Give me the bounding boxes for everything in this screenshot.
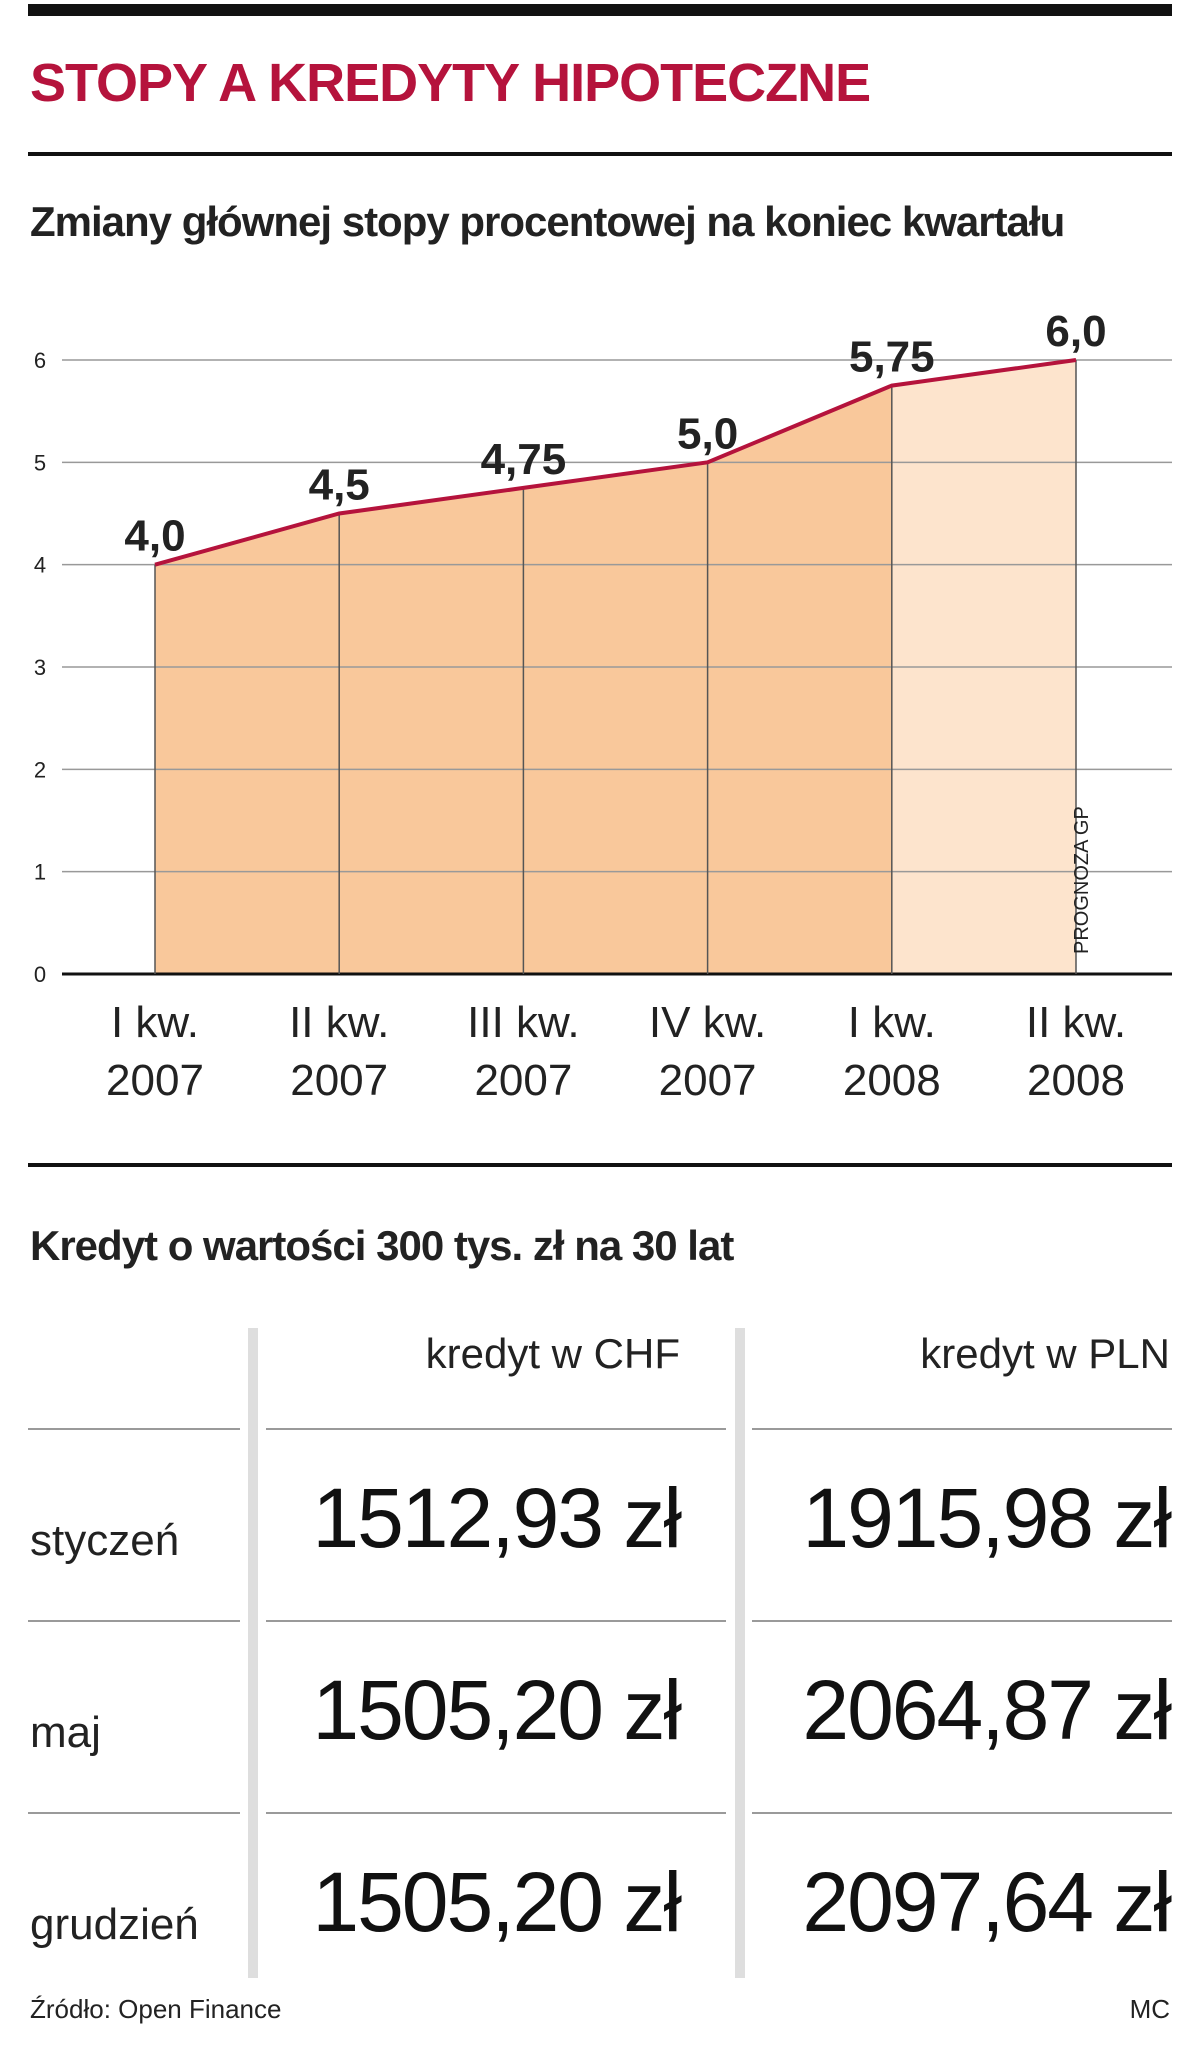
table-title: Kredyt o wartości 300 tys. zł na 30 lat [30,1222,734,1269]
value-label: 4,5 [309,461,370,510]
row-rule [266,1620,726,1622]
value-label: 6,0 [1045,307,1106,356]
row-label: styczeń [30,1516,180,1565]
x-tick-label: II kw. 2008 [1025,998,1127,1105]
y-tick-label: 3 [34,655,46,680]
column-header: kredyt w PLN [920,1330,1170,1377]
y-tick-label: 6 [34,348,46,373]
rule [28,152,1172,156]
chart: 0 1 2 3 4 5 6 4,0 4,5 4,75 5,0 5,75 6,0 PROGNOZA GP [34,307,1172,987]
x-tick-label: I kw. 2008 [842,998,941,1105]
title: STOPY A KREDYTY HIPOTECZNE [30,53,871,113]
value-label: 5,75 [849,333,935,382]
chart-title: Zmiany głównej stopy procentowej na koni… [30,198,1065,245]
cell: 2064,87 zł [802,1663,1172,1757]
rule [28,1163,1172,1167]
value-label: 4,75 [481,435,567,484]
y-tick-label: 0 [34,962,46,987]
credit: MC [1129,1994,1170,2024]
row-rule [28,1428,240,1430]
annotation: PROGNOZA GP [1071,806,1093,954]
source: Źródło: Open Finance [30,1994,282,2024]
row-rule [28,1812,240,1814]
cell: 2097,64 zł [802,1855,1172,1949]
column-divider [735,1328,745,1978]
column-header: kredyt w CHF [425,1330,680,1377]
cell: 1915,98 zł [802,1471,1172,1565]
top-rule [28,4,1172,16]
x-tick-label: III kw. 2007 [467,998,580,1105]
cell: 1505,20 zł [312,1855,682,1949]
cell: 1512,93 zł [312,1471,682,1565]
x-tick-label: IV kw. 2007 [648,998,767,1105]
row-rule [752,1620,1172,1622]
y-tick-label: 1 [34,860,46,885]
row-rule [752,1428,1172,1430]
value-label: 5,0 [677,409,738,458]
value-label: 4,0 [124,512,185,561]
x-tick-label: I kw. 2007 [106,998,204,1105]
cell: 1505,20 zł [312,1663,682,1757]
row-label: grudzień [30,1900,199,1949]
y-tick-label: 4 [34,553,46,578]
row-rule [752,1812,1172,1814]
row-label: maj [30,1708,101,1757]
row-rule [266,1428,726,1430]
column-divider [248,1328,258,1978]
x-tick-label: II kw. 2007 [289,998,390,1105]
y-tick-label: 2 [34,757,46,782]
y-tick-label: 5 [34,450,46,475]
row-rule [28,1620,240,1622]
row-rule [266,1812,726,1814]
line [154,358,1077,567]
